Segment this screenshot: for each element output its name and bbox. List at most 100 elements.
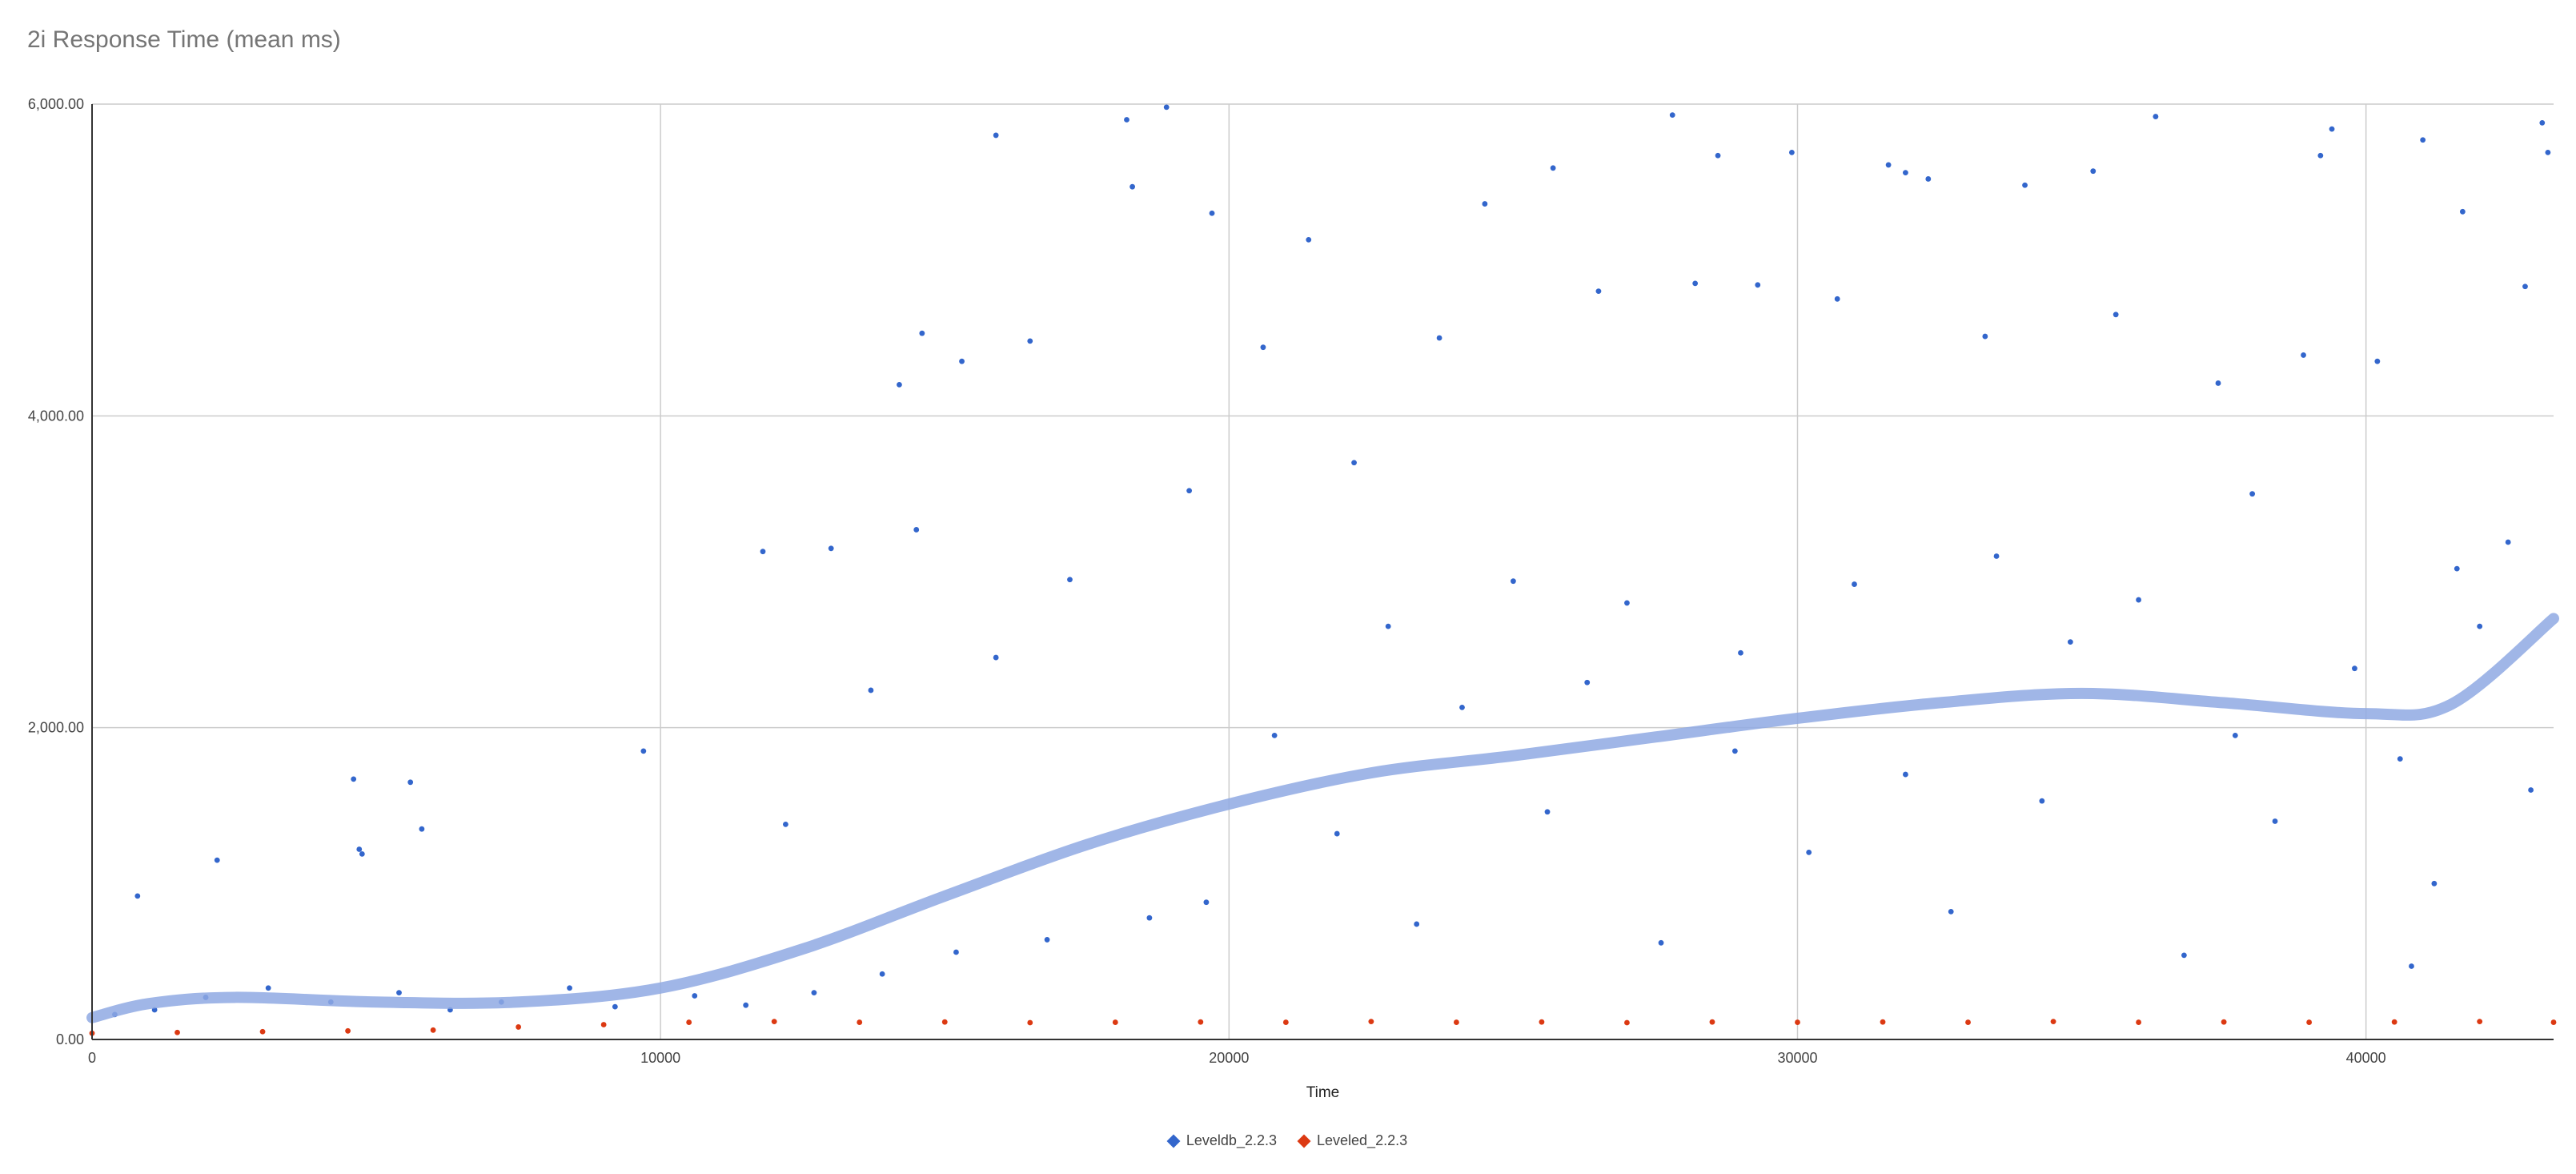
data-point-leveldb xyxy=(2272,818,2278,824)
data-point-leveled xyxy=(600,1022,607,1027)
data-point-leveled xyxy=(1368,1019,1374,1025)
data-point-leveldb xyxy=(868,687,874,694)
grid-lines xyxy=(91,103,2554,1040)
data-point-leveled xyxy=(1027,1019,1033,1026)
data-point-leveldb xyxy=(2431,880,2438,887)
data-point-leveldb xyxy=(2090,168,2097,175)
data-point-leveldb xyxy=(1271,733,1278,738)
data-point-leveldb xyxy=(1044,937,1050,943)
data-point-leveldb xyxy=(919,330,925,336)
data-point-leveldb xyxy=(1806,850,1812,855)
data-point-leveldb xyxy=(1544,809,1551,815)
data-point-leveled xyxy=(2136,1019,2141,1025)
data-point-leveldb xyxy=(356,846,363,852)
data-point-leveldb xyxy=(828,545,834,552)
data-point-leveldb xyxy=(1482,201,1488,207)
data-point-leveldb xyxy=(1669,112,1675,119)
data-point-leveldb xyxy=(567,985,572,991)
data-point-leveldb xyxy=(1459,704,1465,710)
data-point-leveldb xyxy=(1414,921,1420,927)
data-point-leveled xyxy=(1965,1019,1971,1025)
data-point-leveldb xyxy=(1550,165,1556,171)
data-point-leveldb xyxy=(134,893,141,899)
legend-label-leveled: Leveled_2.2.3 xyxy=(1317,1132,1408,1148)
data-point-leveldb xyxy=(2420,137,2426,143)
data-point-leveldb xyxy=(760,549,766,555)
data-point-leveldb xyxy=(2301,352,2306,358)
chart-title: 2i Response Time (mean ms) xyxy=(27,26,341,53)
x-tick-label: 10000 xyxy=(640,1050,680,1066)
data-point-leveldb xyxy=(214,857,220,863)
data-point-leveldb xyxy=(993,132,999,139)
data-point-leveldb xyxy=(743,1002,749,1008)
data-point-leveled xyxy=(771,1019,777,1025)
trendline-leveldb xyxy=(86,613,2559,1023)
data-point-leveled xyxy=(345,1027,351,1034)
data-point-leveled xyxy=(430,1027,436,1033)
data-point-leveled xyxy=(1112,1019,1118,1025)
data-point-leveldb xyxy=(1993,553,2000,559)
data-point-leveldb xyxy=(1903,771,1908,778)
data-point-leveled xyxy=(1453,1019,1459,1025)
data-point-leveldb xyxy=(2528,787,2534,793)
data-point-leveldb xyxy=(1982,333,1988,340)
data-point-leveled xyxy=(1198,1019,1204,1025)
data-point-leveled xyxy=(1282,1019,1289,1025)
data-point-leveldb xyxy=(959,358,965,364)
data-point-leveled xyxy=(1624,1019,1630,1026)
data-point-leveldb xyxy=(1658,939,1664,946)
data-point-leveldb xyxy=(2067,639,2073,645)
data-point-leveldb xyxy=(782,821,788,827)
data-point-leveldb xyxy=(1146,915,1153,921)
data-point-leveldb xyxy=(1624,600,1630,606)
legend-item-leveldb[interactable]: Leveldb_2.2.3 xyxy=(1166,1132,1277,1149)
x-tick-label: 30000 xyxy=(1777,1050,1817,1066)
data-point-leveldb xyxy=(1715,152,1721,159)
data-point-leveled xyxy=(2050,1019,2056,1025)
data-point-leveldb xyxy=(2352,665,2357,672)
data-point-leveled xyxy=(1709,1019,1715,1025)
data-point-leveldb xyxy=(1334,830,1340,837)
trendlines xyxy=(86,613,2559,1023)
data-point-leveled xyxy=(2306,1019,2313,1025)
y-tick-label: 2,000.00 xyxy=(28,720,84,736)
data-point-leveldb xyxy=(351,776,357,782)
data-point-leveldb xyxy=(2039,798,2045,804)
data-point-leveldb xyxy=(1595,288,1602,294)
x-tick-label: 20000 xyxy=(1209,1050,1249,1066)
data-point-leveldb xyxy=(2329,126,2335,132)
data-point-leveldb xyxy=(1067,577,1073,583)
data-point-leveldb xyxy=(2545,149,2551,155)
data-point-leveldb xyxy=(1788,149,1795,155)
data-point-leveldb xyxy=(2539,119,2546,126)
legend-item-leveled[interactable]: Leveled_2.2.3 xyxy=(1297,1132,1408,1149)
data-point-leveldb xyxy=(407,779,414,786)
data-point-leveldb xyxy=(811,990,817,995)
data-point-leveldb xyxy=(1385,623,1391,629)
data-point-leveldb xyxy=(2459,208,2466,215)
data-point-leveldb xyxy=(1027,338,1033,344)
data-point-leveldb xyxy=(2374,358,2381,364)
data-point-leveldb xyxy=(2505,539,2511,545)
data-point-leveldb xyxy=(2409,963,2414,969)
data-point-leveldb xyxy=(2232,733,2238,738)
data-point-leveldb xyxy=(1925,176,1932,182)
legend[interactable]: Leveldb_2.2.3 Leveled_2.2.3 xyxy=(0,1132,2576,1149)
data-point-leveldb xyxy=(1124,117,1130,123)
data-point-leveldb xyxy=(913,527,920,533)
data-point-leveldb xyxy=(2113,312,2119,318)
data-point-leveldb xyxy=(993,654,999,661)
data-point-leveldb xyxy=(2181,952,2187,959)
legend-marker-leveldb xyxy=(1166,1134,1181,1148)
data-point-leveled xyxy=(686,1019,692,1025)
data-point-leveled xyxy=(2221,1019,2227,1025)
data-point-leveldb xyxy=(1163,104,1170,111)
data-point-leveldb xyxy=(1130,183,1135,190)
data-point-leveldb xyxy=(1885,162,1892,168)
data-point-leveldb xyxy=(2153,114,2159,119)
data-point-leveled xyxy=(175,1029,180,1035)
data-point-leveldb xyxy=(953,949,959,955)
data-point-leveldb xyxy=(2477,623,2483,629)
data-point-leveldb xyxy=(640,748,647,754)
y-tick-label: 6,000.00 xyxy=(28,96,84,112)
